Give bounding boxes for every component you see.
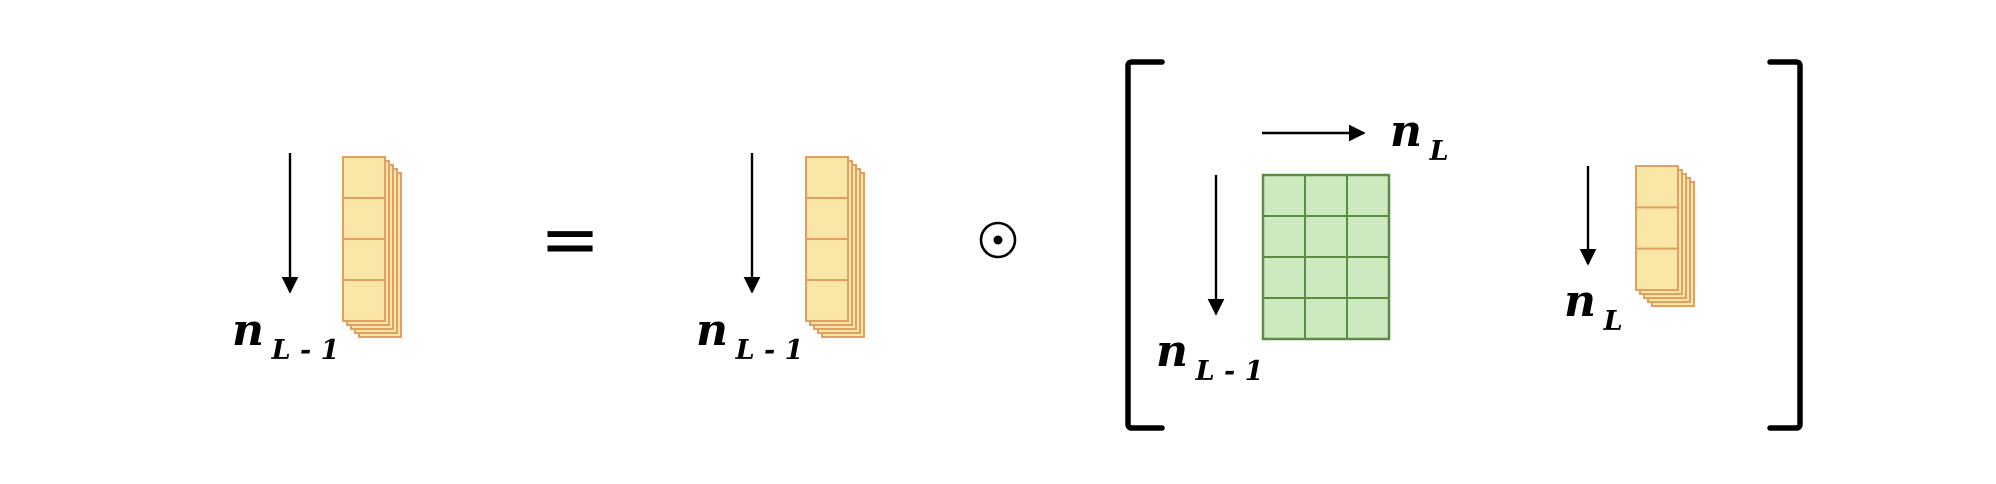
bracket-expression: n L n L - 1 n L bbox=[1125, 59, 1803, 431]
bracket-vector-label: n L bbox=[1564, 276, 1623, 337]
weight-matrix-term: n L n L - 1 bbox=[1156, 106, 1449, 387]
matrix-cell bbox=[1262, 256, 1306, 299]
matrix-row-label: n L - 1 bbox=[1156, 326, 1263, 387]
rhs-vector-term: n L - 1 bbox=[696, 153, 865, 366]
matrix-cell bbox=[1262, 297, 1306, 340]
matrix-cell bbox=[1262, 215, 1306, 258]
matrix-cell bbox=[1262, 174, 1306, 217]
hadamard-circle bbox=[979, 221, 1017, 259]
matrix-cell bbox=[1346, 215, 1390, 258]
weight-matrix-grid bbox=[1261, 173, 1391, 341]
bracket-vector-stack bbox=[1635, 165, 1695, 307]
matrix-cell bbox=[1304, 174, 1348, 217]
vector-front-layer bbox=[1635, 165, 1679, 291]
hadamard-dot bbox=[993, 235, 1003, 245]
rhs-vector-stack bbox=[805, 156, 865, 338]
matrix-cell bbox=[1304, 256, 1348, 299]
matrix-cell bbox=[1346, 174, 1390, 217]
matrix-border bbox=[1261, 173, 1391, 341]
lhs-term: n L - 1 bbox=[232, 153, 402, 366]
matrix-cell bbox=[1346, 256, 1390, 299]
left-bracket bbox=[1125, 59, 1165, 431]
right-bracket bbox=[1767, 59, 1803, 431]
rhs-dim-label: n L - 1 bbox=[696, 305, 803, 366]
matrix-cell bbox=[1304, 215, 1348, 258]
matrix-col-label: n L bbox=[1390, 106, 1449, 167]
lhs-vector-stack bbox=[342, 156, 402, 338]
matrix-cell bbox=[1304, 297, 1348, 340]
equals-sign: = bbox=[540, 197, 600, 281]
bracket-vector-term: n L bbox=[1564, 165, 1695, 337]
hadamard-operator bbox=[979, 221, 1017, 259]
lhs-dim-label: n L - 1 bbox=[232, 305, 339, 366]
matrix-cell bbox=[1346, 297, 1390, 340]
